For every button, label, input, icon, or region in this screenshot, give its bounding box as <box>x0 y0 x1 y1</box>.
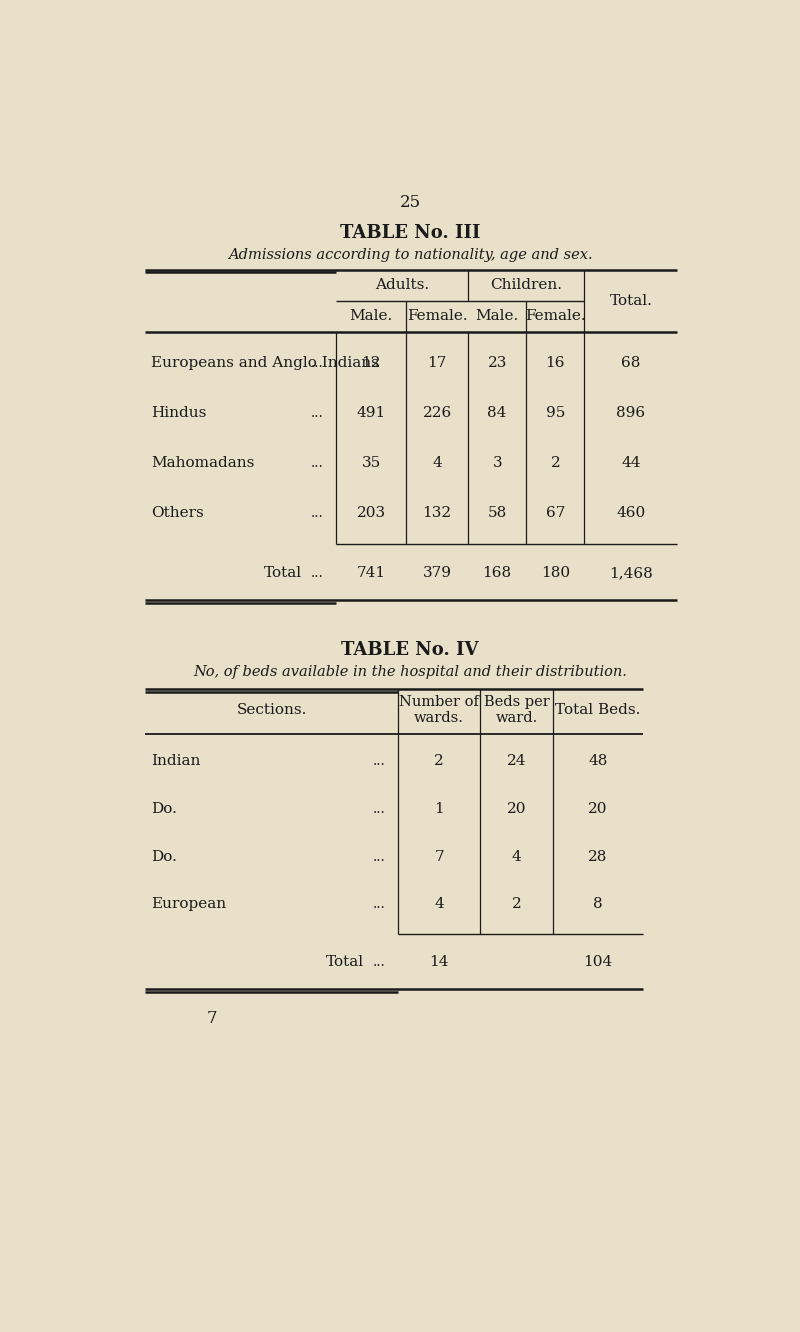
Text: 12: 12 <box>362 356 381 370</box>
Text: 25: 25 <box>399 193 421 210</box>
Text: Male.: Male. <box>350 309 393 324</box>
Text: 104: 104 <box>583 955 613 970</box>
Text: ...: ... <box>374 850 386 863</box>
Text: Do.: Do. <box>151 850 177 863</box>
Text: ...: ... <box>374 955 386 970</box>
Text: No, of beds available in the hospital and their distribution.: No, of beds available in the hospital an… <box>193 665 627 679</box>
Text: Children.: Children. <box>490 278 562 292</box>
Text: 20: 20 <box>588 802 608 817</box>
Text: 4: 4 <box>434 898 444 911</box>
Text: 3: 3 <box>492 456 502 470</box>
Text: 2: 2 <box>434 754 444 769</box>
Text: 203: 203 <box>357 506 386 519</box>
Text: 44: 44 <box>621 456 641 470</box>
Text: TABLE No. III: TABLE No. III <box>340 224 480 242</box>
Text: 491: 491 <box>357 406 386 420</box>
Text: ...: ... <box>374 754 386 769</box>
Text: ...: ... <box>311 566 324 581</box>
Text: European: European <box>151 898 226 911</box>
Text: 8: 8 <box>593 898 602 911</box>
Text: 2: 2 <box>512 898 522 911</box>
Text: 23: 23 <box>487 356 507 370</box>
Text: Beds per
ward.: Beds per ward. <box>484 695 550 725</box>
Text: Do.: Do. <box>151 802 177 817</box>
Text: 7: 7 <box>207 1010 218 1027</box>
Text: 4: 4 <box>512 850 522 863</box>
Text: 58: 58 <box>487 506 507 519</box>
Text: 20: 20 <box>507 802 526 817</box>
Text: 35: 35 <box>362 456 381 470</box>
Text: 7: 7 <box>434 850 444 863</box>
Text: 14: 14 <box>430 955 449 970</box>
Text: 67: 67 <box>546 506 565 519</box>
Text: 741: 741 <box>357 566 386 581</box>
Text: 1: 1 <box>434 802 444 817</box>
Text: 68: 68 <box>621 356 641 370</box>
Text: 1,468: 1,468 <box>609 566 653 581</box>
Text: 168: 168 <box>482 566 512 581</box>
Text: Total: Total <box>326 955 363 970</box>
Text: 226: 226 <box>422 406 452 420</box>
Text: Sections.: Sections. <box>237 703 307 717</box>
Text: 28: 28 <box>588 850 608 863</box>
Text: Europeans and Anglo Indians: Europeans and Anglo Indians <box>151 356 379 370</box>
Text: Admissions according to nationality, age and sex.: Admissions according to nationality, age… <box>228 248 592 261</box>
Text: Female.: Female. <box>525 309 586 324</box>
Text: Adults.: Adults. <box>375 278 430 292</box>
Text: 95: 95 <box>546 406 565 420</box>
Text: Total: Total <box>263 566 302 581</box>
Text: 460: 460 <box>616 506 646 519</box>
Text: Indian: Indian <box>151 754 201 769</box>
Text: Female.: Female. <box>407 309 467 324</box>
Text: 2: 2 <box>550 456 560 470</box>
Text: Total Beds.: Total Beds. <box>555 703 641 717</box>
Text: 132: 132 <box>422 506 452 519</box>
Text: Total.: Total. <box>610 294 652 308</box>
Text: 379: 379 <box>422 566 452 581</box>
Text: 84: 84 <box>487 406 507 420</box>
Text: 180: 180 <box>541 566 570 581</box>
Text: ...: ... <box>311 356 324 370</box>
Text: 896: 896 <box>616 406 646 420</box>
Text: 48: 48 <box>588 754 608 769</box>
Text: 24: 24 <box>507 754 526 769</box>
Text: ...: ... <box>374 802 386 817</box>
Text: Others: Others <box>151 506 204 519</box>
Text: Mahomadans: Mahomadans <box>151 456 254 470</box>
Text: ...: ... <box>311 456 324 470</box>
Text: Hindus: Hindus <box>151 406 206 420</box>
Text: Male.: Male. <box>475 309 519 324</box>
Text: ...: ... <box>311 506 324 519</box>
Text: ...: ... <box>311 406 324 420</box>
Text: Number of
wards.: Number of wards. <box>399 695 479 725</box>
Text: 16: 16 <box>546 356 565 370</box>
Text: ...: ... <box>374 898 386 911</box>
Text: TABLE No. IV: TABLE No. IV <box>342 641 478 659</box>
Text: 4: 4 <box>432 456 442 470</box>
Text: 17: 17 <box>427 356 447 370</box>
